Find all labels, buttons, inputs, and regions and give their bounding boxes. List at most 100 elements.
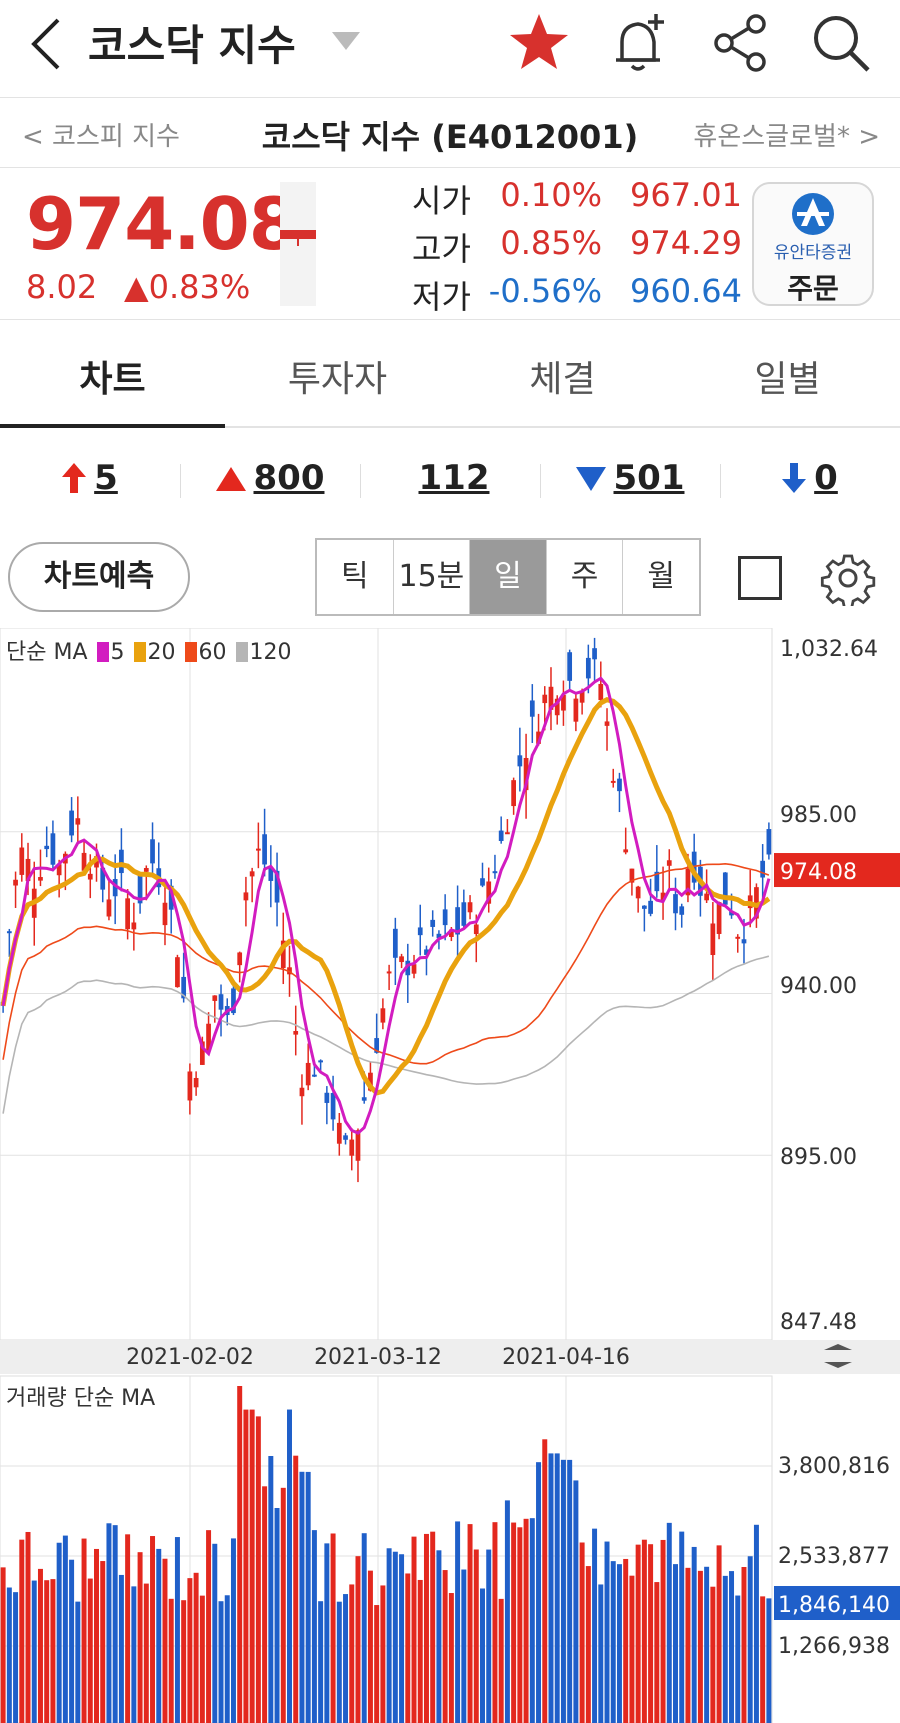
volume-bar: [212, 1543, 218, 1723]
star-icon[interactable]: [504, 8, 574, 78]
candle-body: [237, 952, 243, 966]
volume-bar: [50, 1579, 56, 1723]
period-month[interactable]: 월: [622, 540, 699, 614]
down-count[interactable]: 501: [540, 428, 720, 532]
share-icon[interactable]: [706, 8, 776, 78]
volume-bar: [218, 1601, 224, 1723]
low-row: 저가 -0.56% 960.64: [412, 270, 742, 318]
lower-limit-count[interactable]: 0: [720, 428, 900, 532]
volume-bar: [374, 1605, 380, 1723]
ma20-line: [0, 697, 771, 1096]
candle-body: [604, 721, 610, 726]
candle-body: [722, 872, 728, 905]
volume-bar: [230, 1538, 236, 1723]
candle-body: [517, 755, 523, 767]
candle-body: [735, 936, 741, 939]
volume-bar: [280, 1487, 286, 1723]
prev-stock-link[interactable]: < 코스피 지수: [22, 122, 180, 152]
candle-body: [573, 698, 579, 722]
candle-body: [523, 757, 529, 791]
candle-body: [25, 858, 31, 882]
candle-body: [424, 949, 429, 955]
candle-body: [710, 923, 716, 956]
period-15min[interactable]: 15분: [392, 540, 470, 614]
candle-body: [741, 939, 747, 944]
volume-bar: [461, 1569, 467, 1723]
candle-body: [199, 1041, 205, 1065]
volume-bar: [330, 1533, 336, 1723]
volume-bar: [697, 1570, 703, 1723]
candle-body: [386, 971, 392, 974]
bell-add-icon[interactable]: [604, 8, 674, 78]
ohl-table: 시가 0.10% 967.01 고가 0.85% 974.29 저가 -0.56…: [412, 174, 742, 318]
tab-investor[interactable]: 투자자: [287, 359, 388, 400]
overlay-checkbox[interactable]: [738, 556, 782, 600]
price-chart[interactable]: 2021-02-02 2021-03-12 2021-04-16 1,032.64 98…: [0, 627, 900, 1723]
volume-bar: [75, 1601, 81, 1723]
upper-limit-count[interactable]: 5: [0, 428, 180, 532]
candle-body: [766, 829, 772, 855]
volume-bar: [467, 1524, 473, 1723]
next-stock-link[interactable]: 휴온스글로벌* >: [693, 122, 880, 152]
ma60-label: 60: [198, 640, 227, 665]
candle-body: [349, 1139, 355, 1156]
tab-daily[interactable]: 일별: [754, 359, 821, 400]
dropdown-caret-icon[interactable]: [330, 30, 362, 52]
volume-bar: [610, 1561, 616, 1723]
candle-body: [654, 871, 660, 892]
gear-icon[interactable]: [820, 550, 876, 606]
current-price-tag: [774, 853, 900, 888]
candle-body: [6, 931, 12, 934]
search-icon[interactable]: [806, 8, 876, 78]
high-value: 974.29: [630, 224, 742, 262]
volume-legend: 거래량 단순 MA: [6, 1386, 156, 1411]
back-icon[interactable]: [22, 14, 72, 74]
tab-chart[interactable]: 차트: [0, 320, 225, 428]
volume-bar: [641, 1539, 647, 1723]
volume-bar: [623, 1558, 629, 1723]
period-tick[interactable]: 틱: [340, 559, 369, 594]
tab-trades[interactable]: 체결: [529, 359, 596, 400]
ma20-label: 20: [147, 640, 176, 665]
volume-bar: [162, 1558, 168, 1723]
period-day[interactable]: 일: [469, 540, 546, 614]
volume-bar: [6, 1587, 12, 1723]
volume-bar: [455, 1521, 461, 1723]
volume-bar: [741, 1567, 747, 1723]
app-header: 코스닥 지수: [0, 0, 900, 98]
upper-limit-arrow-icon: [62, 463, 87, 493]
volume-bar: [62, 1535, 68, 1723]
candle-body: [679, 906, 685, 915]
unchanged-count[interactable]: 112: [360, 428, 540, 532]
volume-bar: [255, 1416, 261, 1723]
order-button[interactable]: 유안타증권 주문: [752, 182, 874, 306]
ma120-swatch: [235, 642, 248, 662]
up-count[interactable]: 800: [180, 428, 360, 532]
candle-body: [648, 900, 653, 914]
candle-body: [119, 849, 124, 874]
volume-bar: [355, 1556, 361, 1723]
brokerage-name: 유안타증권: [773, 243, 853, 263]
candle-body: [305, 1062, 311, 1086]
chart-predict-button[interactable]: 차트예측: [8, 542, 190, 612]
volume-bar: [13, 1592, 19, 1723]
candle-body: [554, 698, 560, 716]
chart-canvas[interactable]: 2021-02-02 2021-03-12 2021-04-16 1,032.64 98…: [0, 627, 900, 1723]
volume-bar: [548, 1453, 554, 1723]
volume-axis-label: 3,800,816: [778, 1454, 890, 1479]
current-stock-name: 코스닥 지수 (E4012001): [261, 118, 639, 156]
period-week[interactable]: 주: [545, 540, 623, 614]
volume-bar: [442, 1570, 448, 1723]
candle-body: [162, 902, 168, 926]
ma5-swatch: [96, 642, 109, 662]
open-pct: 0.10%: [500, 176, 602, 214]
volume-axis-label: 1,266,938: [778, 1634, 890, 1659]
volume-plot-area: [0, 1375, 773, 1723]
candle-body: [249, 871, 255, 877]
volume-bar: [44, 1580, 50, 1723]
volume-bar: [380, 1585, 386, 1723]
ma60-line: [2, 862, 770, 1065]
candle-body: [561, 694, 566, 711]
candle-body: [280, 940, 286, 969]
price-axis-label: 847.48: [780, 1310, 857, 1335]
